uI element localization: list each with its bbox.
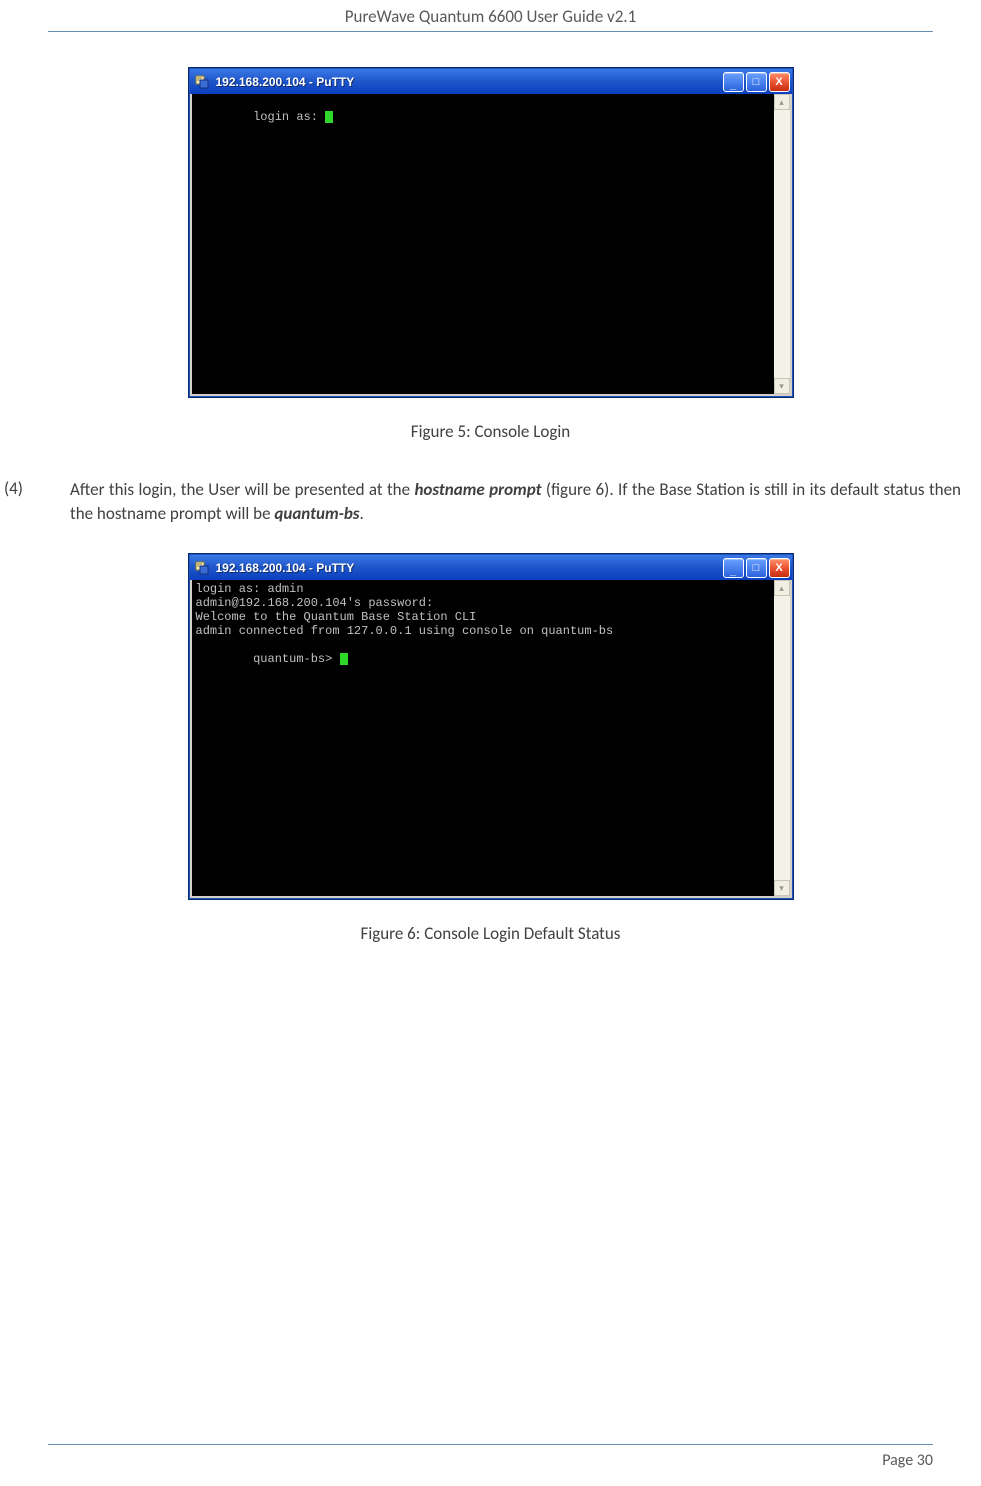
quantum-bs-term: quantum-bs xyxy=(274,503,359,524)
putty-titlebar[interactable]: 192.168.200.104 - PuTTY _ □ X xyxy=(190,69,792,94)
terminal-cursor xyxy=(340,653,348,665)
putty-window-fig6: 192.168.200.104 - PuTTY _ □ X login as: … xyxy=(189,554,793,899)
terminal-area[interactable]: login as: ▴ ▾ xyxy=(190,94,792,396)
chevron-up-icon: ▴ xyxy=(779,583,784,594)
terminal-scrollbar[interactable]: ▴ ▾ xyxy=(774,94,790,394)
terminal-line: quantum-bs> xyxy=(196,638,786,680)
terminal-cursor xyxy=(325,111,333,123)
page-content: 192.168.200.104 - PuTTY _ □ X login as: … xyxy=(0,68,981,944)
window-controls: _ □ X xyxy=(723,72,790,92)
minimize-button[interactable]: _ xyxy=(723,72,744,92)
terminal-scrollbar[interactable]: ▴ ▾ xyxy=(774,580,790,896)
hostname-prompt-term: hostname prompt xyxy=(414,479,541,500)
scroll-up-button[interactable]: ▴ xyxy=(774,580,790,596)
putty-app-icon xyxy=(194,74,210,90)
terminal-text: login as: xyxy=(253,110,325,124)
minimize-icon: _ xyxy=(730,565,736,577)
para-text-pre: After this login, the User will be prese… xyxy=(70,479,414,500)
maximize-icon: □ xyxy=(753,76,760,88)
terminal-line: admin connected from 127.0.0.1 using con… xyxy=(196,624,786,638)
terminal-line: login as: admin xyxy=(196,582,786,596)
putty-titlebar[interactable]: 192.168.200.104 - PuTTY _ □ X xyxy=(190,555,792,580)
paragraph-4: (4) After this login, the User will be p… xyxy=(0,478,981,526)
scroll-track[interactable] xyxy=(774,110,790,378)
scroll-up-button[interactable]: ▴ xyxy=(774,94,790,110)
chevron-down-icon: ▾ xyxy=(779,883,784,894)
terminal-line: login as: xyxy=(196,96,786,138)
page-header: PureWave Quantum 6600 User Guide v2.1 xyxy=(48,0,933,32)
maximize-button[interactable]: □ xyxy=(746,558,767,578)
terminal-area[interactable]: login as: admin admin@192.168.200.104's … xyxy=(190,580,792,898)
scroll-down-button[interactable]: ▾ xyxy=(774,880,790,896)
minimize-icon: _ xyxy=(730,79,736,91)
page-footer: Page 30 xyxy=(48,1444,933,1470)
close-button[interactable]: X xyxy=(769,558,790,578)
scroll-down-button[interactable]: ▾ xyxy=(774,378,790,394)
figure5-caption: Figure 5: Console Login xyxy=(0,421,981,442)
maximize-icon: □ xyxy=(753,562,760,574)
scroll-track[interactable] xyxy=(774,596,790,880)
terminal-text: quantum-bs> xyxy=(253,652,339,666)
paragraph-text: After this login, the User will be prese… xyxy=(70,478,961,526)
window-controls: _ □ X xyxy=(723,558,790,578)
chevron-down-icon: ▾ xyxy=(779,381,784,392)
para-text-post: . xyxy=(359,503,363,524)
page-number: Page 30 xyxy=(882,1451,933,1470)
paragraph-number: (4) xyxy=(2,478,70,499)
doc-title: PureWave Quantum 6600 User Guide v2.1 xyxy=(345,6,637,27)
putty-app-icon xyxy=(194,560,210,576)
putty-window-title: 192.168.200.104 - PuTTY xyxy=(216,75,723,89)
close-icon: X xyxy=(775,76,782,88)
close-button[interactable]: X xyxy=(769,72,790,92)
terminal-line: admin@192.168.200.104's password: xyxy=(196,596,786,610)
chevron-up-icon: ▴ xyxy=(779,97,784,108)
putty-window-title: 192.168.200.104 - PuTTY xyxy=(216,561,723,575)
putty-window-fig5: 192.168.200.104 - PuTTY _ □ X login as: … xyxy=(189,68,793,397)
terminal-line: Welcome to the Quantum Base Station CLI xyxy=(196,610,786,624)
close-icon: X xyxy=(775,562,782,574)
maximize-button[interactable]: □ xyxy=(746,72,767,92)
figure6-caption: Figure 6: Console Login Default Status xyxy=(0,923,981,944)
minimize-button[interactable]: _ xyxy=(723,558,744,578)
